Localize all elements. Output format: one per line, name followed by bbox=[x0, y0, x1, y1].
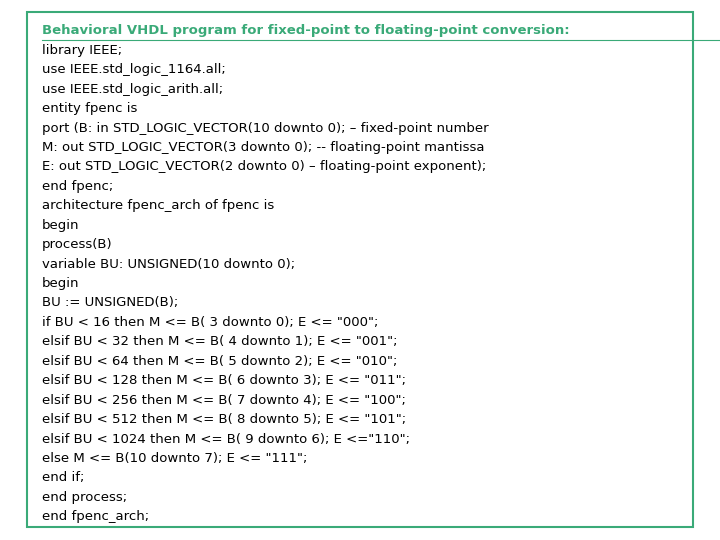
Text: elsif BU < 1024 then M <= B( 9 downto 6); E <="110";: elsif BU < 1024 then M <= B( 9 downto 6)… bbox=[42, 433, 410, 446]
Text: port (B: in STD_LOGIC_VECTOR(10 downto 0); – fixed-point number: port (B: in STD_LOGIC_VECTOR(10 downto 0… bbox=[42, 122, 488, 134]
Text: end fpenc_arch;: end fpenc_arch; bbox=[42, 510, 149, 523]
Text: use IEEE.std_logic_1164.all;: use IEEE.std_logic_1164.all; bbox=[42, 63, 225, 76]
Text: elsif BU < 32 then M <= B( 4 downto 1); E <= "001";: elsif BU < 32 then M <= B( 4 downto 1); … bbox=[42, 335, 397, 348]
Text: use IEEE.std_logic_arith.all;: use IEEE.std_logic_arith.all; bbox=[42, 83, 223, 96]
Text: E: out STD_LOGIC_VECTOR(2 downto 0) – floating-point exponent);: E: out STD_LOGIC_VECTOR(2 downto 0) – fl… bbox=[42, 160, 486, 173]
Text: end fpenc;: end fpenc; bbox=[42, 180, 113, 193]
Text: M: out STD_LOGIC_VECTOR(3 downto 0); -- floating-point mantissa: M: out STD_LOGIC_VECTOR(3 downto 0); -- … bbox=[42, 141, 485, 154]
Text: elsif BU < 128 then M <= B( 6 downto 3); E <= "011";: elsif BU < 128 then M <= B( 6 downto 3);… bbox=[42, 374, 406, 387]
Text: entity fpenc is: entity fpenc is bbox=[42, 102, 137, 115]
Text: elsif BU < 64 then M <= B( 5 downto 2); E <= "010";: elsif BU < 64 then M <= B( 5 downto 2); … bbox=[42, 355, 397, 368]
Text: BU := UNSIGNED(B);: BU := UNSIGNED(B); bbox=[42, 296, 178, 309]
Text: process(B): process(B) bbox=[42, 238, 112, 251]
Text: begin: begin bbox=[42, 277, 79, 290]
Text: elsif BU < 256 then M <= B( 7 downto 4); E <= "100";: elsif BU < 256 then M <= B( 7 downto 4);… bbox=[42, 394, 405, 407]
Text: if BU < 16 then M <= B( 3 downto 0); E <= "000";: if BU < 16 then M <= B( 3 downto 0); E <… bbox=[42, 316, 378, 329]
Text: library IEEE;: library IEEE; bbox=[42, 44, 122, 57]
Text: else M <= B(10 downto 7); E <= "111";: else M <= B(10 downto 7); E <= "111"; bbox=[42, 452, 307, 465]
Text: architecture fpenc_arch of fpenc is: architecture fpenc_arch of fpenc is bbox=[42, 199, 274, 212]
Text: end process;: end process; bbox=[42, 491, 127, 504]
Text: elsif BU < 512 then M <= B( 8 downto 5); E <= "101";: elsif BU < 512 then M <= B( 8 downto 5);… bbox=[42, 413, 406, 426]
Text: begin: begin bbox=[42, 219, 79, 232]
FancyBboxPatch shape bbox=[27, 12, 693, 526]
Text: variable BU: UNSIGNED(10 downto 0);: variable BU: UNSIGNED(10 downto 0); bbox=[42, 258, 295, 271]
Text: end if;: end if; bbox=[42, 471, 84, 484]
Text: Behavioral VHDL program for fixed-point to floating-point conversion:: Behavioral VHDL program for fixed-point … bbox=[42, 24, 570, 37]
